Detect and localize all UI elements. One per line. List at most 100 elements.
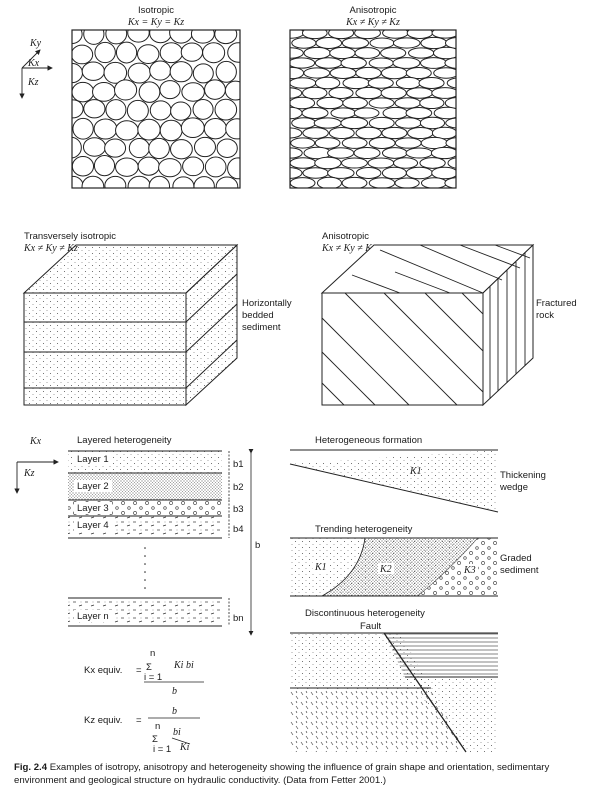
b3-label: b3	[233, 504, 244, 515]
anisotropic-grain	[368, 116, 395, 130]
anisotropic-grain	[382, 30, 409, 39]
isotropic-grain	[72, 44, 94, 65]
isotropic-grain	[224, 80, 240, 101]
left-lower-bed	[290, 688, 466, 752]
anisotropic-grain	[381, 126, 408, 140]
anisotropic-grain	[395, 117, 422, 129]
b4-label: b4	[233, 524, 244, 535]
anisotropic-grain	[314, 76, 341, 90]
anisotropic-grain	[327, 167, 355, 179]
anisotropic-grain	[290, 57, 316, 69]
anisotropic-block-equation: Kx ≠ Ky ≠ Kz	[321, 243, 376, 254]
isotropic-grain	[149, 100, 172, 121]
isotropic-grain	[193, 176, 215, 188]
fracture-lines-top	[351, 244, 531, 294]
ky-axis-arrow	[21, 49, 41, 69]
fracture-lines-side	[489, 253, 526, 399]
right-upper-bed	[384, 633, 498, 677]
anisotropic-grain	[367, 77, 394, 89]
anisotropic-grain	[368, 57, 394, 69]
anisotropic-grain	[290, 87, 303, 99]
anisotropic-grain	[291, 117, 317, 129]
svg-text:=: =	[136, 665, 142, 676]
svg-text:=: =	[136, 715, 142, 726]
anisotropic-grain	[353, 107, 380, 119]
transversely-isotropic-panel: Transversely isotropic Kx ≠ Ky ≠ Kz Hori…	[22, 231, 292, 407]
isotropic-grain	[115, 157, 139, 177]
anisotropic-grain	[381, 166, 407, 180]
horizontally-bedded-label-2: bedded	[242, 310, 274, 321]
isotropic-grain	[148, 175, 171, 188]
anisotropic-grain	[290, 177, 316, 188]
layer-2-label: Layer 2	[77, 481, 109, 492]
anisotropic-grain	[328, 126, 355, 140]
anisotropic-grain	[445, 137, 456, 149]
kx-equiv-label: Kx equiv.	[84, 665, 122, 676]
isotropic-grain	[204, 79, 226, 100]
anisotropic-grain	[301, 107, 329, 119]
graded-label-1: Graded	[500, 553, 532, 564]
anisotropic-grain	[432, 46, 456, 60]
b1-label: b1	[233, 459, 244, 470]
anisotropic-grain	[302, 127, 329, 139]
layer-n-label: Layer n	[77, 611, 109, 622]
anisotropic-grain	[369, 37, 395, 49]
kz-equiv-label: Kz equiv.	[84, 715, 122, 726]
bed-line	[185, 339, 238, 389]
anisotropic-grain	[431, 166, 456, 180]
wedge-bottom	[289, 463, 499, 513]
bn-label: bn	[233, 613, 244, 624]
anisotropic-grain	[431, 87, 456, 99]
anisotropic-grain	[393, 157, 419, 169]
isotropic-grain	[159, 42, 183, 64]
kz-sum-top: n	[155, 721, 160, 732]
isotropic-panel: Isotropic Kx = Ky = Kz	[71, 5, 241, 189]
layer-boundaries	[68, 450, 222, 627]
isotropic-grain	[214, 98, 238, 121]
total-b-label: b	[255, 540, 260, 551]
anisotropic-grain	[392, 57, 421, 69]
anisotropic-block-title: Anisotropic	[322, 231, 369, 242]
layered-kz-label: Kz	[23, 468, 35, 479]
anisotropic-grain	[341, 176, 368, 188]
anisotropic-grain	[433, 106, 456, 120]
anisotropic-grain	[406, 30, 434, 39]
kx-sigma: Σ	[146, 662, 152, 673]
isotropic-grains	[72, 30, 240, 188]
isotropic-grain	[225, 118, 240, 140]
isotropic-grain	[215, 176, 239, 188]
isotropic-grain	[126, 99, 149, 122]
anisotropic-grain	[405, 107, 433, 119]
anisotropic-grain	[367, 157, 395, 169]
anisotropic-grain	[430, 146, 456, 160]
isotropic-grain	[192, 63, 214, 84]
anisotropic-grain	[340, 56, 367, 70]
isotropic-grain	[94, 41, 116, 64]
kx-numerator: Ki bi	[173, 660, 194, 671]
anisotropic-grain	[382, 106, 409, 120]
isotropic-grain	[93, 118, 118, 140]
kx-denominator: b	[172, 686, 177, 697]
bed-line	[185, 273, 238, 323]
isotropic-grain	[137, 156, 160, 176]
trending-k3-label: K3	[463, 565, 476, 576]
anisotropic-grain	[341, 137, 368, 149]
anisotropic-grain	[433, 67, 456, 79]
isotropic-grain	[182, 156, 205, 177]
isotropic-grain	[105, 30, 128, 45]
transversely-equation: Kx ≠ Ky ≠ Kz	[23, 243, 78, 254]
isotropic-grain	[193, 136, 217, 158]
anisotropic-grain	[328, 30, 355, 40]
isotropic-grain	[203, 118, 228, 140]
anisotropic-grain	[290, 157, 317, 169]
ky-label: Ky	[29, 38, 42, 49]
anisotropic-grain	[380, 86, 407, 100]
anisotropic-grain	[444, 36, 456, 50]
kz-sum-bottom: i = 1	[153, 744, 171, 755]
anisotropic-grain	[407, 126, 434, 140]
anisotropic-grain	[354, 47, 381, 59]
kz-frac-den: Ki	[179, 742, 190, 753]
anisotropic-grain	[380, 47, 407, 59]
isotropic-grain	[158, 158, 182, 178]
layer-3-label: Layer 3	[77, 503, 109, 514]
